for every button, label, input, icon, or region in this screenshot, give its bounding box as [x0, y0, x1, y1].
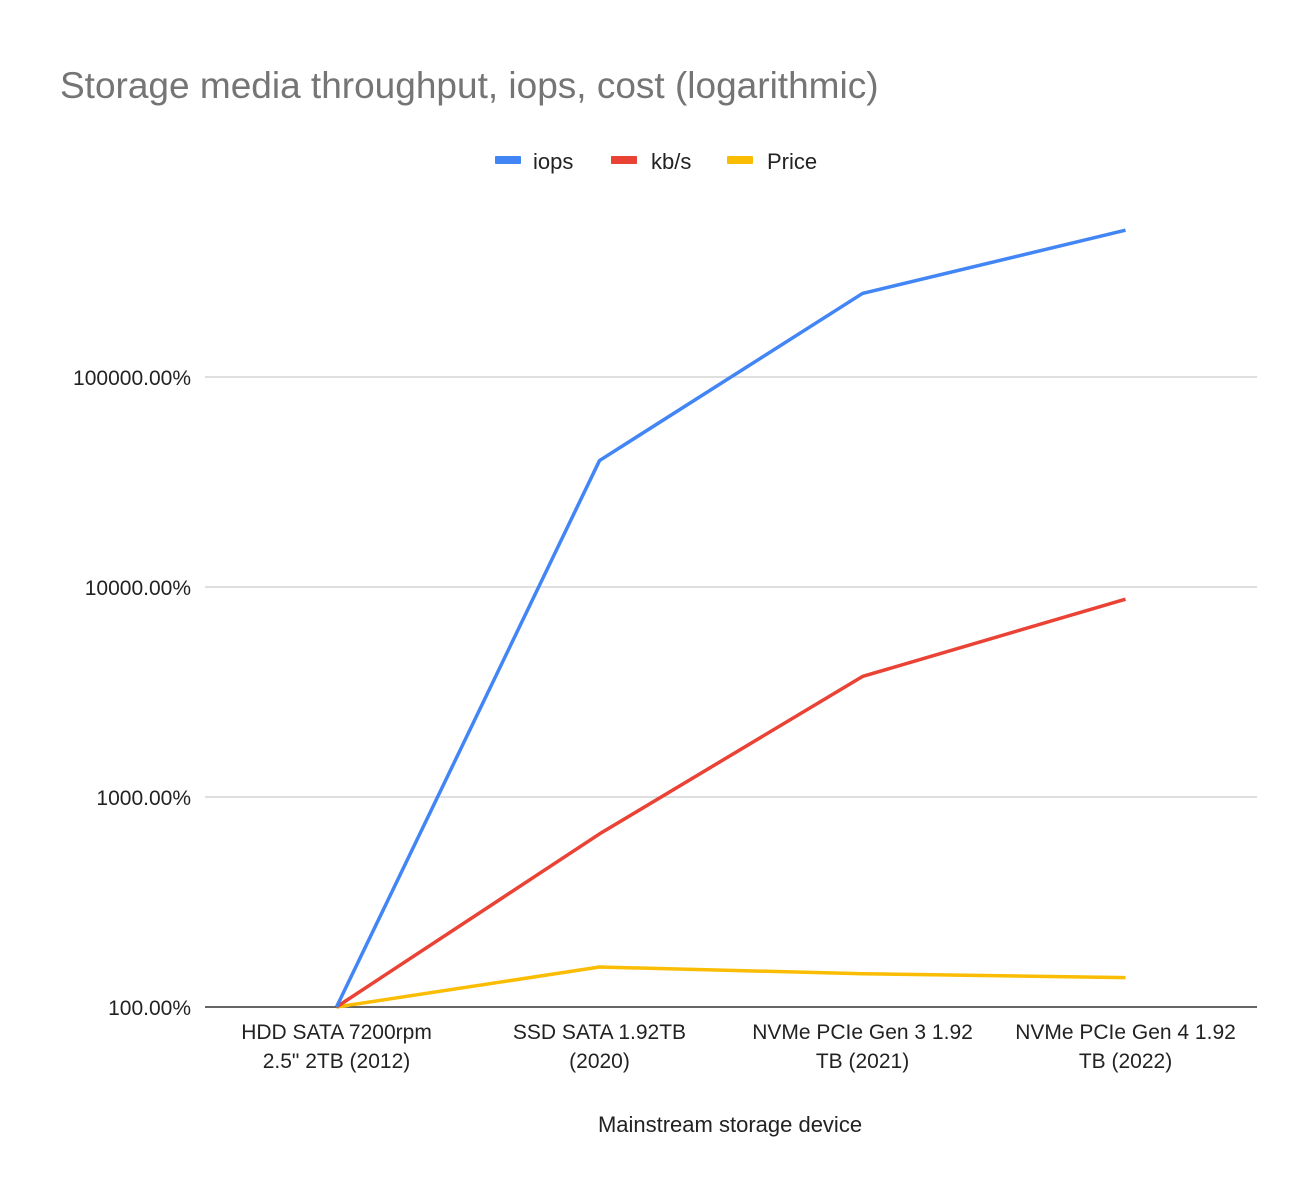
legend-label: kb/s: [651, 149, 691, 174]
series-line-kb-s: [335, 597, 1126, 1009]
y-tick-label: 100.00%: [108, 997, 191, 1020]
x-tick-label: SSD SATA 1.92TB (2020): [513, 1021, 686, 1073]
y-tick-label: 10000.00%: [85, 577, 191, 600]
chart-title: Storage media throughput, iops, cost (lo…: [60, 65, 879, 106]
x-axis-title: Mainstream storage device: [598, 1112, 862, 1137]
x-tick-label: NVMe PCIe Gen 3 1.92 TB (2021): [752, 1021, 973, 1073]
legend-label: Price: [767, 149, 817, 174]
legend-label: iops: [533, 149, 573, 174]
legend-swatch: [495, 156, 521, 164]
series-lines: [334, 228, 1126, 1009]
series-line-iops: [334, 228, 1126, 1008]
x-tick-label: HDD SATA 7200rpm 2.5" 2TB (2012): [241, 1021, 432, 1073]
legend-swatch: [727, 156, 753, 164]
y-tick-label: 100000.00%: [73, 367, 191, 390]
y-tick-label: 1000.00%: [96, 787, 191, 810]
series-line-price: [336, 965, 1126, 1009]
x-tick-label: NVMe PCIe Gen 4 1.92 TB (2022): [1015, 1021, 1236, 1073]
legend-swatch: [611, 156, 637, 164]
y-axis-ticks: 100.00% 1000.00% 10000.00% 100000.00%: [73, 367, 191, 1020]
x-axis-ticks: HDD SATA 7200rpm 2.5" 2TB (2012) SSD SATA …: [241, 1021, 1236, 1073]
legend: iops kb/s Price: [495, 149, 817, 174]
gridlines: [205, 376, 1257, 1008]
